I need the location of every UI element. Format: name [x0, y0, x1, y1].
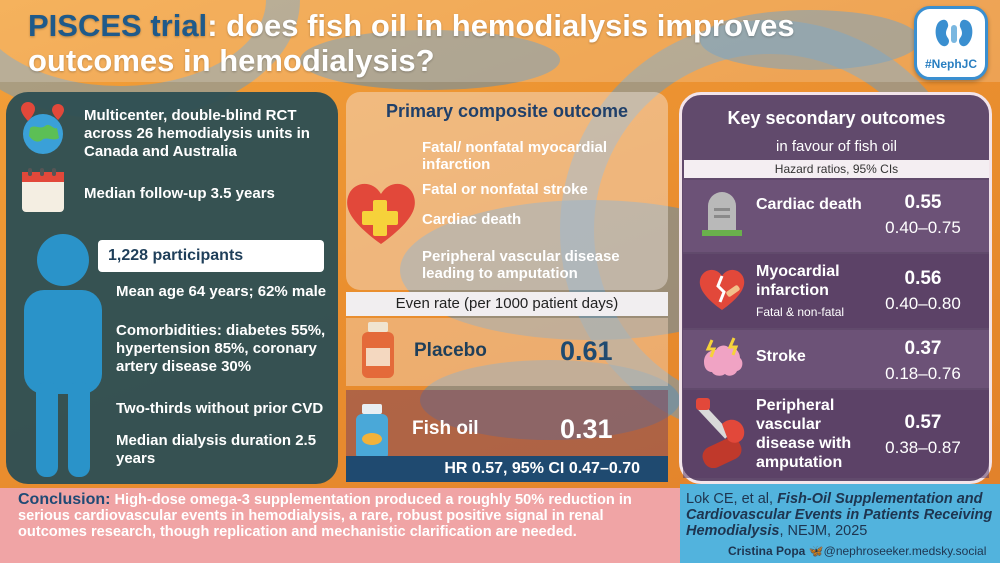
secondary-ci-cardiac-death: 0.40–0.75: [885, 218, 961, 237]
brain-stroke-icon: [704, 337, 743, 376]
conclusion-text: Conclusion: High-dose omega-3 supplement…: [18, 491, 658, 541]
secondary-hr-cardiac-death: 0.55: [904, 192, 942, 213]
fishoil-bottle-icon: [356, 404, 388, 460]
reference-text: Lok CE, et al, Fish-Oil Supplementation …: [686, 491, 996, 539]
secondary-ci-mi: 0.40–0.80: [885, 294, 961, 313]
primary-hazard-ratio: HR 0.57, 95% CI 0.47–0.70: [346, 456, 668, 482]
study-type-text: Multicenter, double-blind RCT across 26 …: [84, 107, 310, 160]
reference-band: [680, 484, 1000, 563]
study-design-panel: [6, 92, 338, 484]
primary-item-stroke: Fatal or nonfatal stroke: [422, 181, 588, 198]
secondary-title: Key secondary outcomes: [727, 108, 946, 128]
prior-cvd-text: Two-thirds without prior CVD: [116, 400, 324, 417]
conclusion-label: Conclusion:: [18, 491, 111, 508]
hazard-ratio-label: Hazard ratios, 95% CIs: [684, 160, 989, 178]
nephjc-logo: #NephJC: [914, 6, 988, 80]
fishoil-row: [346, 390, 668, 456]
secondary-hr-pvd: 0.57: [904, 412, 942, 433]
reference-journal: , NEJM, 2025: [779, 523, 868, 539]
author-credit: Cristina Popa: [728, 544, 806, 558]
title-highlight: PISCES trial: [28, 8, 208, 43]
logo-tag: #NephJC: [924, 57, 977, 71]
conclusion-body: High-dose omega-3 supplementation produc…: [18, 492, 632, 540]
background-fish: [700, 10, 920, 70]
kidney-icon: [935, 19, 973, 47]
reference-article: Fish-Oil Supplementation and Cardiovascu…: [686, 491, 993, 539]
tombstone-icon: [702, 192, 742, 236]
placebo-label: Placebo: [414, 340, 487, 361]
fishoil-label: Fish oil: [412, 418, 479, 439]
background-fish: [300, 30, 560, 90]
social-handle: @nephroseeker.medsky.social: [823, 544, 987, 558]
saw-leg-icon: [696, 398, 745, 468]
primary-item-cardiac-death: Cardiac death: [422, 211, 522, 228]
participants-bar: 1,228 participants: [98, 240, 324, 272]
secondary-label-cardiac-death: Cardiac death: [756, 196, 862, 213]
reference-footer: Cristina Popa 🦋@nephroseeker.medsky.soci…: [728, 544, 998, 562]
secondary-ci-stroke: 0.18–0.76: [885, 364, 961, 383]
globe-location-icon: [21, 102, 64, 154]
comorbidities-text: Comorbidities: diabetes 55%, hypertensio…: [116, 322, 326, 375]
title-band: [0, 0, 1000, 82]
reference-authors: Lok CE, et al,: [686, 491, 774, 507]
secondary-label-pvd: Peripheral vascular disease with amputat…: [756, 397, 852, 471]
primary-item-pvd: Peripheral vascular disease leading to a…: [422, 248, 620, 282]
secondary-ci-pvd: 0.38–0.87: [885, 438, 961, 457]
heart-plus-icon: [347, 183, 415, 244]
page-title: PISCES trial: does fish oil in hemodialy…: [28, 8, 878, 78]
secondary-hr-stroke: 0.37: [904, 338, 942, 359]
secondary-label-mi: Myocardial infarction: [756, 263, 840, 299]
dialysis-duration-text: Median dialysis duration 2.5 years: [116, 432, 317, 467]
butterfly-icon: 🦋: [808, 544, 824, 558]
event-rate-label: Even rate (per 1000 patient days): [346, 292, 668, 316]
secondary-note-mi: Fatal & non-fatal: [756, 305, 845, 319]
secondary-label-stroke: Stroke: [756, 348, 806, 365]
secondary-hr-mi: 0.56: [904, 268, 942, 289]
conclusion-band: [0, 488, 680, 563]
placebo-bottle-icon: [362, 322, 394, 378]
primary-outcome-title: Primary composite outcome: [385, 101, 629, 121]
primary-item-mi: Fatal/ nonfatal myocardial infarction: [422, 139, 608, 173]
placebo-value: 0.61: [560, 336, 613, 366]
broken-heart-icon: [699, 269, 745, 310]
secondary-subtitle: in favour of fish oil: [776, 138, 897, 155]
follow-up-text: Median follow-up 3.5 years: [84, 185, 275, 202]
participants-text: 1,228 participants: [108, 247, 244, 264]
placebo-row: [346, 318, 668, 386]
person-icon: [24, 234, 102, 477]
age-sex-text: Mean age 64 years; 62% male: [116, 283, 327, 300]
calendar-icon: [22, 168, 64, 212]
fishoil-value: 0.31: [560, 414, 613, 444]
title-rest: : does fish oil in hemodialysis improves…: [28, 8, 795, 78]
